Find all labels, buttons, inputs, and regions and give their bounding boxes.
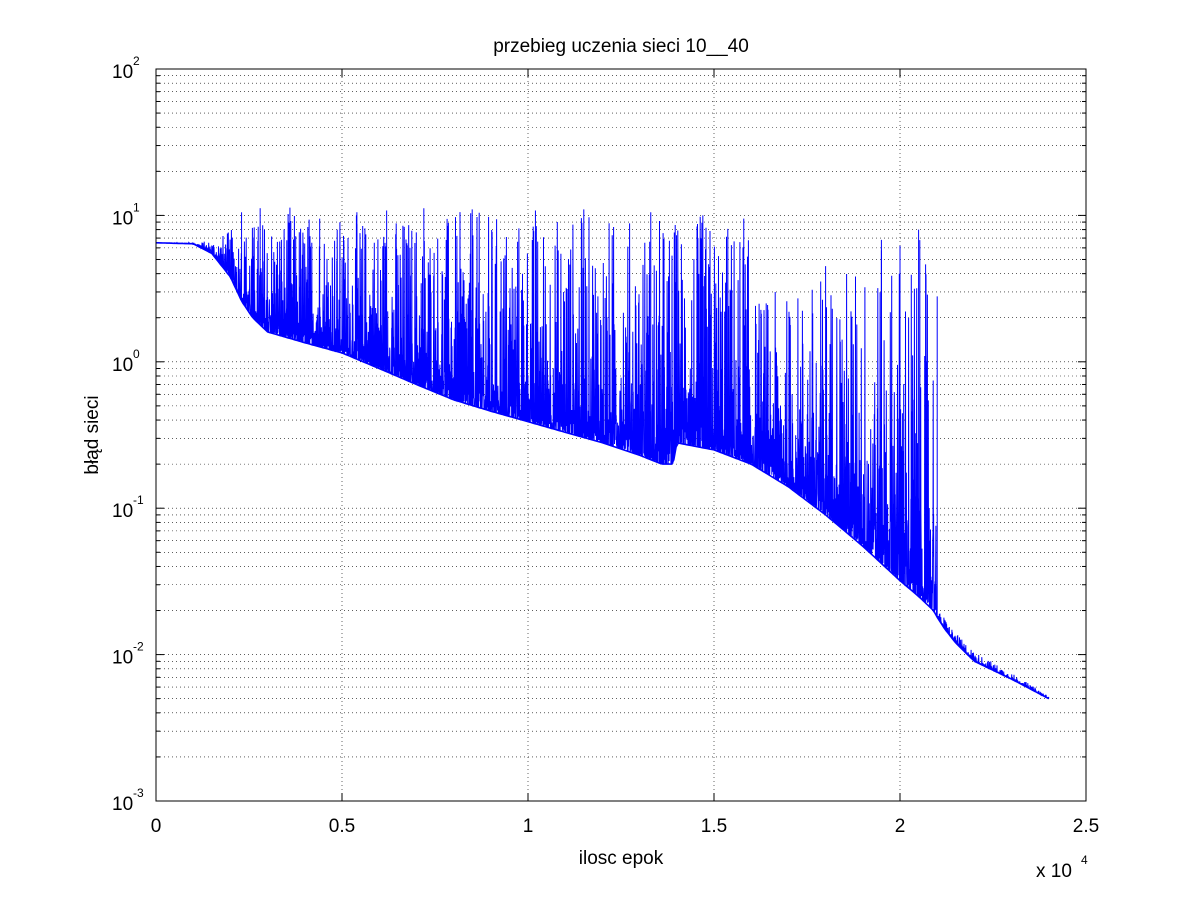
- axes-box: [155, 68, 1087, 802]
- y-tick-label: 10: [112, 648, 133, 669]
- grid: [156, 69, 1086, 801]
- y-tick-label: 10: [112, 501, 133, 522]
- data-series: [156, 207, 1050, 700]
- x-tick-label: 1: [523, 816, 534, 837]
- y-tick-label: 10: [112, 62, 133, 83]
- x-tick-label: 2.5: [1073, 816, 1099, 837]
- y-tick-exponent: 1: [133, 200, 140, 214]
- x-tick-label: 0: [151, 816, 162, 837]
- x-axis-multiplier: x 10: [1036, 861, 1072, 882]
- y-tick-exponent: -3: [133, 786, 144, 800]
- x-axis-label: ilosc epok: [579, 848, 664, 869]
- y-tick-label: 10: [112, 794, 133, 815]
- y-tick-exponent: 0: [133, 347, 140, 361]
- y-tick-exponent: -1: [133, 493, 144, 507]
- y-tick-exponent: -2: [133, 640, 144, 654]
- x-tick-label: 2: [895, 816, 906, 837]
- y-axis-label: błąd sieci: [82, 395, 103, 474]
- y-tick-label: 10: [112, 355, 133, 376]
- y-tick-exponent: 2: [133, 54, 140, 68]
- y-tick-label: 10: [112, 208, 133, 229]
- x-tick-label: 0.5: [329, 816, 355, 837]
- x-axis-multiplier-exponent: 4: [1081, 853, 1088, 867]
- x-tick-label: 1.5: [701, 816, 727, 837]
- chart-title: przebieg uczenia sieci 10__40: [493, 36, 749, 57]
